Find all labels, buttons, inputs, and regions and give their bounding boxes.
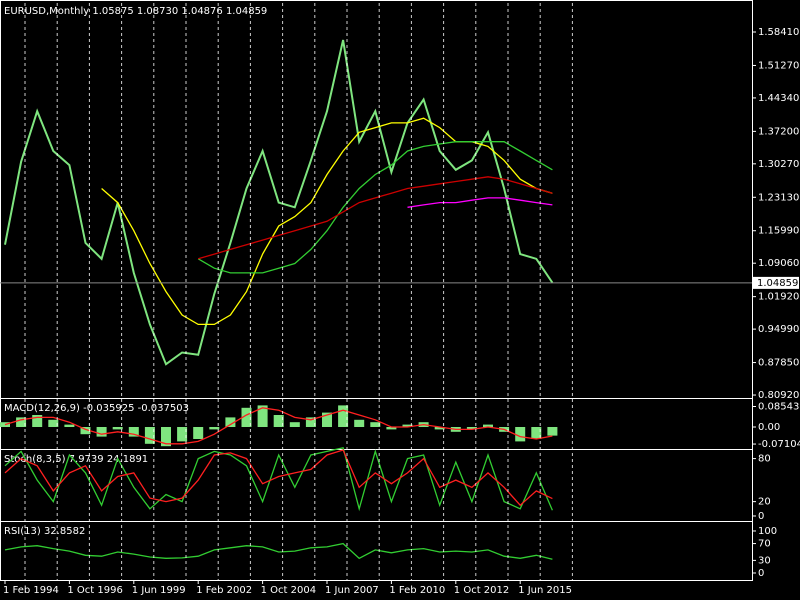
histogram-bar: [273, 415, 284, 427]
histogram-bar: [466, 427, 477, 430]
x-tick-label: 1 Feb 1994: [3, 585, 59, 596]
y-tick-label: 1.58410: [758, 27, 799, 38]
histogram-bar: [225, 417, 236, 427]
y-tick-label: 1.44340: [758, 93, 799, 104]
y-tick-label: 0.80920: [758, 390, 799, 401]
x-tick-label: 1 Feb 2010: [389, 585, 445, 596]
pane-title: RSI(13) 32.8582: [4, 526, 85, 537]
histogram-bar: [434, 427, 445, 430]
series-line: [101, 117, 553, 326]
histogram-bar: [177, 427, 188, 442]
histogram-bar: [48, 419, 59, 427]
series-line: [4, 39, 554, 366]
x-tick-label: 1 Jun 2015: [518, 585, 572, 596]
y-tick-label: 80: [758, 454, 771, 465]
y-tick-label: 30: [758, 555, 771, 566]
histogram-bar: [161, 427, 171, 447]
series-line: [4, 447, 553, 512]
y-tick-label: 100: [758, 526, 777, 537]
y-tick-label: 20: [758, 497, 771, 508]
x-tick-label: 1 Oct 2012: [454, 585, 509, 596]
histogram-bar: [32, 415, 43, 427]
series-line: [198, 176, 553, 260]
series-line: [197, 141, 553, 274]
series-line: [407, 197, 553, 208]
histogram-bar: [16, 417, 27, 427]
y-tick-label: 0.87850: [758, 358, 799, 369]
y-tick-label: 1.51270: [758, 60, 799, 71]
y-tick-label: 0: [758, 568, 764, 579]
y-tick-label: 0: [758, 511, 764, 522]
histogram-bar: [289, 422, 300, 427]
y-tick-label: 0.94990: [758, 324, 799, 335]
x-tick-label: 1 Jun 2007: [325, 585, 379, 596]
histogram-bar: [305, 417, 316, 427]
y-tick-label: 1.01920: [758, 292, 799, 303]
series-line: [4, 542, 553, 560]
histogram-bar: [112, 427, 123, 430]
pane-title: EURUSD,Monthly 1.05875 1.08730 1.04876 1…: [4, 6, 267, 17]
histogram-bar: [322, 412, 332, 427]
y-tick-label: 1.37200: [758, 126, 799, 137]
y-tick-label: 1.09060: [758, 258, 799, 269]
pane-title: Stoch(8,3,5) 7.9739 24.1891: [4, 454, 148, 465]
histogram-bar: [531, 427, 542, 439]
histogram-bar: [354, 419, 365, 427]
last-price-box: [753, 276, 799, 289]
frame: [0, 0, 753, 581]
y-tick-label: 0.00: [758, 422, 780, 433]
histogram-bar: [402, 424, 413, 427]
histogram-bar: [257, 405, 268, 427]
histogram-bar: [209, 427, 220, 430]
last-price-label: 1.04859: [757, 278, 798, 289]
x-tick-label: 1 Oct 1996: [67, 585, 122, 596]
histogram-bar: [547, 427, 558, 436]
y-tick-label: 0.085439: [758, 401, 800, 412]
y-tick-label: 1.15990: [758, 226, 799, 237]
histogram-bar: [64, 424, 75, 427]
y-tick-label: -0.071044: [758, 439, 800, 450]
histogram-bar: [370, 422, 381, 427]
y-tick-label: 1.23130: [758, 192, 799, 203]
histogram-bar: [193, 427, 204, 439]
y-tick-label: 1.30270: [758, 159, 799, 170]
histogram-bar: [144, 427, 155, 444]
pane-title: MACD(12,26,9) -0.035925 -0.037503: [4, 403, 189, 414]
histogram-bar: [515, 427, 526, 442]
histogram-bar: [241, 407, 252, 427]
histogram-bar: [80, 427, 91, 435]
histogram-bar: [128, 427, 139, 437]
x-tick-label: 1 Oct 2004: [261, 585, 316, 596]
series-line: [4, 449, 553, 507]
histogram-bar: [483, 424, 493, 427]
histogram-bar: [338, 405, 349, 427]
series-line: [4, 407, 553, 445]
x-tick-label: 1 Feb 2002: [196, 585, 252, 596]
y-tick-label: 70: [758, 539, 771, 550]
histogram-bar: [96, 427, 107, 437]
histogram-bar: [386, 427, 397, 430]
x-tick-label: 1 Jun 1999: [132, 585, 186, 596]
